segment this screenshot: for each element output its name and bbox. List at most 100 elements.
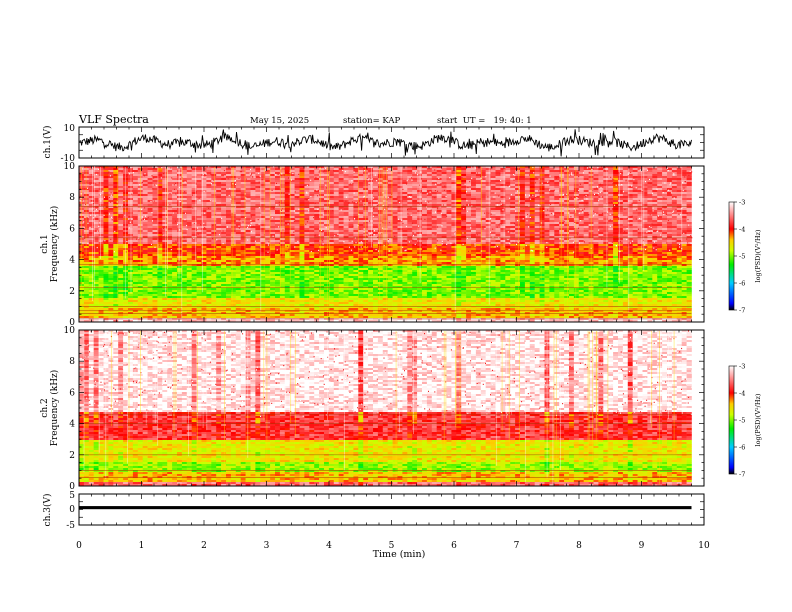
spectrogram-cell [216, 206, 222, 209]
spectrogram-cell [353, 234, 359, 237]
spectrogram-cell [142, 280, 148, 283]
spectrogram-cell [147, 252, 153, 255]
spectrogram-cell [279, 198, 286, 201]
spectrogram-cell [103, 188, 109, 191]
spectrogram-cell [113, 218, 119, 221]
spectrogram-cell [270, 262, 276, 265]
spectrogram-cell [265, 248, 271, 251]
spectrogram-cell [221, 224, 227, 227]
spectrogram-cell [162, 260, 168, 263]
spectrogram-cell [265, 286, 271, 289]
spectrogram-cell [93, 260, 99, 263]
spectrogram-cell [338, 282, 344, 285]
spectrogram-cell [186, 246, 192, 249]
spectrogram-cell [152, 262, 158, 265]
spectrogram-cell [240, 248, 246, 251]
spectrogram-cell [142, 188, 148, 191]
spectrogram-cell [132, 288, 139, 291]
spectrogram-cell [230, 282, 237, 285]
spectrogram-cell [265, 308, 271, 311]
spectrogram-cell [377, 196, 384, 199]
spectrogram-cell [123, 302, 129, 305]
spectrogram-cell [363, 234, 369, 237]
spectrogram-cell [196, 276, 202, 279]
spectrogram-cell [319, 210, 325, 213]
spectrogram-cell [211, 178, 217, 181]
spectrogram-cell [142, 290, 148, 293]
spectrogram-cell [128, 310, 134, 313]
spectrogram-cell [265, 196, 271, 199]
spectrogram-cell [373, 264, 379, 267]
spectrogram-cell [235, 234, 241, 237]
spectrogram-cell [201, 238, 207, 241]
spectrogram-cell [201, 228, 207, 231]
spectrogram-cell [186, 304, 192, 307]
spectrogram-cell [338, 258, 344, 261]
spectrogram-cell [147, 260, 153, 263]
spectrogram-cell [93, 196, 99, 199]
spectrogram-cell [343, 236, 349, 239]
spectrogram-cell [230, 246, 237, 249]
spectrogram-cell [93, 242, 99, 245]
spectrogram-cell [147, 200, 153, 203]
spectrogram-cell [289, 248, 295, 251]
spectrogram-cell [162, 288, 168, 291]
spectrogram-cell [191, 294, 197, 297]
spectrogram-cell [142, 286, 148, 289]
spectrogram-cell [289, 280, 295, 283]
spectrogram-cell [221, 236, 227, 239]
spectrogram-cell [113, 286, 119, 289]
spectrogram-cell [226, 230, 232, 233]
spectrogram-cell [373, 244, 379, 247]
spectrogram-cell [353, 288, 359, 291]
spectrogram-cell [260, 208, 266, 211]
spectrogram-cell [240, 294, 246, 297]
spectrogram-cell [128, 266, 134, 269]
spectrogram-cell [123, 256, 129, 259]
spectrogram-cell [255, 252, 261, 255]
spectrogram-cell [265, 218, 271, 221]
spectrogram-cell [186, 224, 192, 227]
spectrogram-cell [142, 244, 148, 247]
spectrogram-cell [314, 218, 320, 221]
spectrogram-cell [319, 314, 325, 317]
spectrogram-cell [245, 260, 251, 263]
spectrogram-cell [279, 186, 286, 189]
spectrogram-cell [255, 206, 261, 209]
spectrogram-cell [88, 304, 94, 307]
ch1-ylabel: ch.1(V) [42, 126, 53, 159]
spectrogram-cell [324, 286, 330, 289]
spectrogram-cell [128, 192, 134, 195]
spectrogram-cell [216, 238, 222, 241]
spectrogram-cell [177, 244, 183, 247]
spectrogram-cell [83, 204, 90, 207]
spectrogram-cell [83, 262, 90, 265]
spectrogram-cell [108, 184, 114, 187]
spectrogram-cell [314, 268, 320, 271]
spectrogram-cell [255, 264, 261, 267]
spectrogram-cell [260, 242, 266, 245]
spectrogram-cell [368, 262, 374, 265]
spectrogram-cell [79, 310, 85, 313]
spectrogram-cell [328, 296, 335, 299]
spectrogram-cell [373, 208, 379, 211]
spectrogram-cell [373, 246, 379, 249]
spectrogram-cell [118, 250, 124, 253]
spectrogram-cell [167, 238, 173, 241]
spectrogram-cell [103, 278, 109, 281]
spectrogram-cell [98, 300, 104, 303]
spectrogram-cell [88, 228, 94, 231]
spectrogram-cell [235, 168, 241, 171]
spectrogram-cell [216, 226, 222, 229]
spectrogram-cell [93, 200, 99, 203]
spectrogram-cell [328, 254, 335, 257]
spectrogram-cell [358, 316, 364, 319]
spectrogram-cell [275, 188, 281, 191]
spectrogram-cell [157, 288, 163, 291]
spectrogram-cell [113, 298, 119, 301]
spectrogram-cell [142, 302, 148, 305]
spectrogram-cell [230, 298, 237, 301]
spectrogram-cell [191, 202, 197, 205]
spectrogram-cell [338, 174, 344, 177]
spectrogram-cell [216, 166, 222, 169]
